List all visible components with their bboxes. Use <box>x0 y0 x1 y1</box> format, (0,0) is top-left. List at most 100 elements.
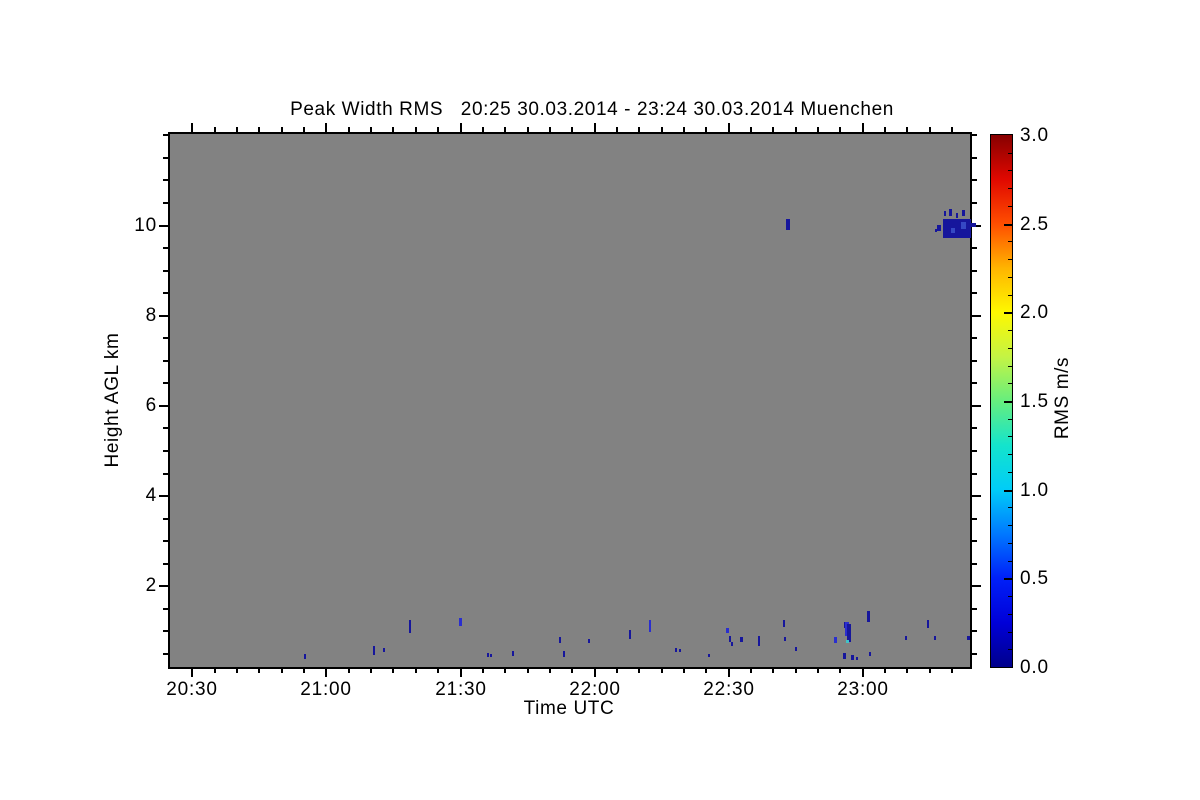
x-minor-tick <box>214 127 216 132</box>
x-minor-tick <box>549 668 551 673</box>
x-minor-tick <box>415 668 417 673</box>
data-point <box>784 637 786 641</box>
colorbar-major-tick <box>1004 401 1012 403</box>
colorbar-minor-tick <box>1008 277 1012 278</box>
colorbar <box>990 134 1013 668</box>
data-point <box>867 611 870 622</box>
y-tick-label: 10 <box>134 215 157 236</box>
data-point <box>847 624 851 642</box>
data-point <box>708 654 710 657</box>
colorbar-minor-tick <box>1008 330 1012 331</box>
colorbar-minor-tick <box>1008 153 1012 154</box>
y-minor-tick <box>163 270 168 272</box>
y-minor-tick <box>972 202 977 204</box>
x-minor-tick <box>392 127 394 132</box>
y-tick-label: 8 <box>145 305 157 326</box>
y-minor-tick <box>972 179 977 181</box>
y-minor-tick <box>972 630 977 632</box>
data-point <box>649 620 651 632</box>
data-point <box>409 620 411 633</box>
x-minor-tick <box>370 127 372 132</box>
x-minor-tick <box>795 127 797 132</box>
x-minor-tick <box>661 668 663 673</box>
data-point <box>951 228 955 233</box>
colorbar-minor-tick <box>1008 170 1012 171</box>
x-minor-tick <box>527 668 529 673</box>
x-tick-label: 22:30 <box>703 679 755 700</box>
y-major-tick <box>972 495 981 497</box>
colorbar-tick-label: 1.0 <box>1020 480 1049 501</box>
colorbar-minor-tick <box>1008 241 1012 242</box>
data-point <box>783 620 785 627</box>
x-minor-tick <box>370 668 372 673</box>
x-major-tick <box>728 668 730 677</box>
x-minor-tick <box>705 127 707 132</box>
colorbar-minor-tick <box>1008 383 1012 384</box>
x-minor-tick <box>258 668 260 673</box>
y-minor-tick <box>972 518 977 520</box>
y-minor-tick <box>972 292 977 294</box>
data-point <box>869 652 871 656</box>
y-minor-tick <box>972 653 977 655</box>
y-minor-tick <box>972 134 977 136</box>
x-major-tick <box>325 668 327 677</box>
colorbar-major-tick <box>1004 312 1012 314</box>
x-minor-tick <box>906 127 908 132</box>
x-minor-tick <box>527 127 529 132</box>
data-point <box>934 636 936 640</box>
x-minor-tick <box>906 668 908 673</box>
x-minor-tick <box>750 668 752 673</box>
x-minor-tick <box>616 127 618 132</box>
x-minor-tick <box>549 127 551 132</box>
data-point <box>373 646 375 655</box>
colorbar-tick-label: 3.0 <box>1020 125 1049 146</box>
x-minor-tick <box>258 127 260 132</box>
y-tick-label: 6 <box>145 395 157 416</box>
data-point <box>937 225 941 231</box>
y-major-tick <box>972 225 981 227</box>
x-minor-tick <box>281 127 283 132</box>
x-minor-tick <box>772 127 774 132</box>
x-minor-tick <box>817 668 819 673</box>
y-major-tick <box>972 315 981 317</box>
data-point <box>740 637 743 642</box>
data-point <box>487 653 489 657</box>
plot-area <box>168 132 972 669</box>
x-minor-tick <box>482 127 484 132</box>
y-minor-tick <box>163 540 168 542</box>
y-minor-tick <box>163 518 168 520</box>
x-tick-label: 23:00 <box>837 679 889 700</box>
y-tick-label: 4 <box>145 485 157 506</box>
colorbar-major-tick <box>1004 224 1012 226</box>
colorbar-minor-tick <box>1008 561 1012 562</box>
y-major-tick <box>159 495 168 497</box>
x-tick-label: 22:00 <box>569 679 621 700</box>
x-minor-tick <box>437 668 439 673</box>
x-minor-tick <box>929 668 931 673</box>
x-minor-tick <box>571 127 573 132</box>
data-point <box>559 637 561 643</box>
colorbar-minor-tick <box>1008 472 1012 473</box>
x-minor-tick <box>482 668 484 673</box>
data-point <box>956 213 958 218</box>
data-point <box>588 639 590 643</box>
x-major-tick <box>191 668 193 677</box>
x-major-tick <box>594 123 596 132</box>
y-major-tick <box>159 315 168 317</box>
y-minor-tick <box>163 202 168 204</box>
colorbar-minor-tick <box>1008 436 1012 437</box>
x-major-tick <box>594 668 596 677</box>
colorbar-minor-tick <box>1008 614 1012 615</box>
data-point <box>851 655 854 660</box>
x-minor-tick <box>638 668 640 673</box>
x-major-tick <box>728 123 730 132</box>
y-minor-tick <box>972 382 977 384</box>
y-minor-tick <box>163 608 168 610</box>
y-minor-tick <box>972 157 977 159</box>
y-minor-tick <box>163 247 168 249</box>
data-point <box>786 219 790 230</box>
data-point <box>758 636 760 646</box>
y-major-tick <box>972 405 981 407</box>
y-major-tick <box>159 405 168 407</box>
